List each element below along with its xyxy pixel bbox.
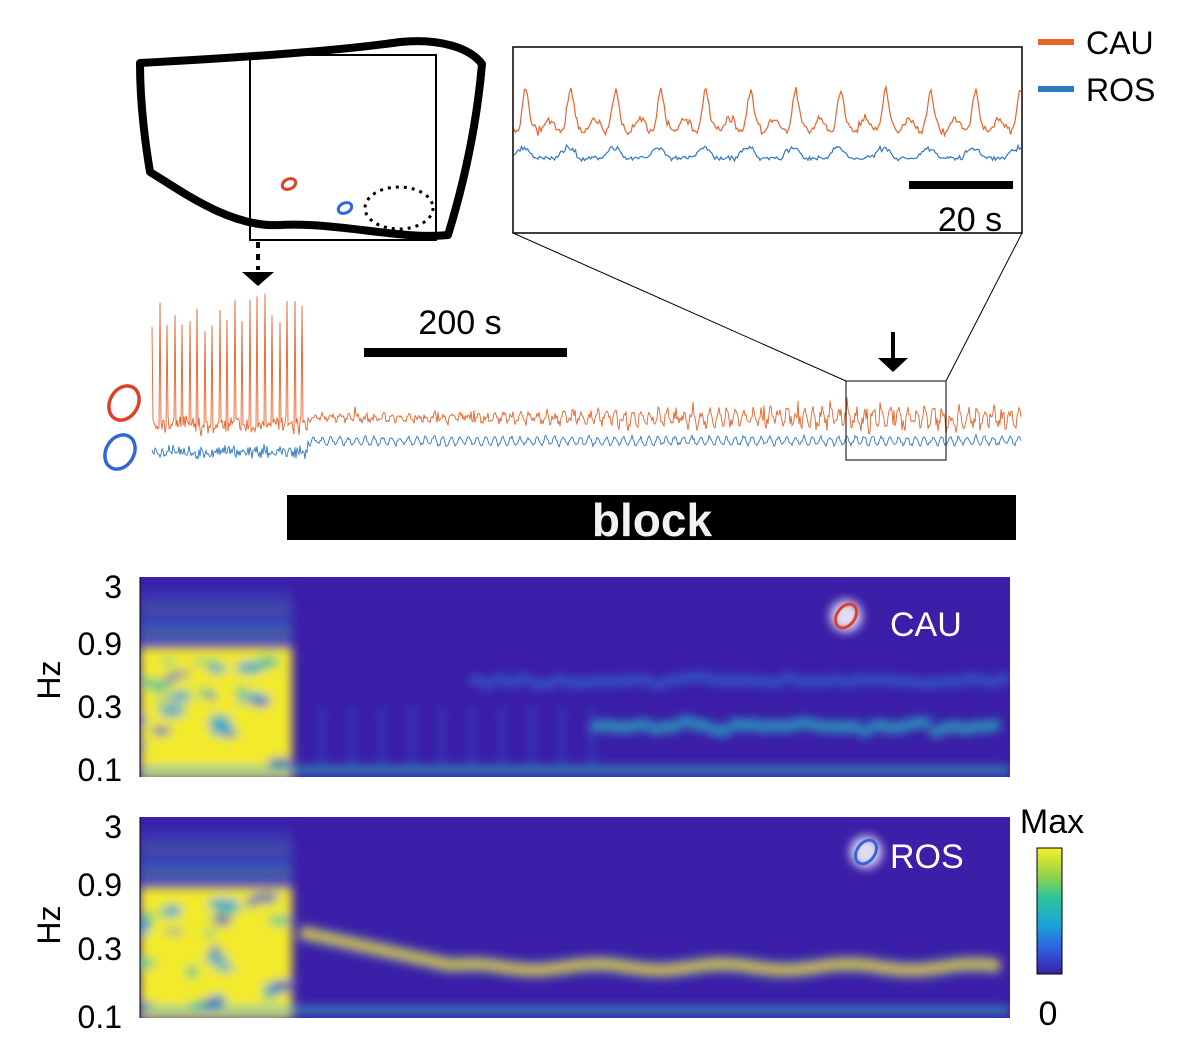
inset-cau-trace — [513, 84, 1022, 138]
zoom-connector-left — [512, 232, 847, 382]
colorbar: Max 0 — [1020, 803, 1084, 1033]
legend-cau-swatch — [1038, 39, 1074, 45]
legend-ros-swatch — [1038, 86, 1074, 92]
inset-scale-bar — [909, 181, 1013, 189]
spec-cau-ytick-0.3: 0.3 — [78, 689, 122, 725]
block-label: block — [592, 494, 713, 546]
legend-cau-label: CAU — [1086, 25, 1154, 61]
colorbar-gradient — [1036, 847, 1063, 975]
main-ros-trace — [151, 433, 1022, 460]
inset-ros-trace — [513, 143, 1022, 163]
main-scale-label: 200 s — [418, 304, 501, 342]
spec-cau-ytick-0.1: 0.1 — [78, 752, 122, 788]
inset-trace-panel: 20 s — [512, 46, 1023, 239]
dotted-region-ellipse — [363, 185, 435, 231]
spec-cau-ytick-0.9: 0.9 — [78, 626, 122, 662]
spec-cau-ytick-3: 3 — [104, 569, 122, 605]
spectrogram-cau: 3 0.9 0.3 0.1 Hz CAU — [31, 569, 1010, 788]
spec-ros-ylabel: Hz — [31, 905, 67, 944]
spec-ros-label: ROS — [890, 838, 964, 876]
spec-ros-ytick-0.9: 0.9 — [78, 867, 122, 903]
main-cau-trace — [151, 293, 1022, 437]
spec-ros-ytick-0.3: 0.3 — [78, 931, 122, 967]
colorbar-max-label: Max — [1020, 803, 1084, 841]
spec-cau-ylabel: Hz — [31, 660, 67, 699]
zoom-region-box — [845, 380, 947, 461]
inset-box — [512, 46, 1023, 234]
spec-cau-label: CAU — [890, 606, 962, 644]
spectrogram-ros: 3 0.9 0.3 0.1 Hz ROS — [31, 809, 1010, 1035]
main-trace-panel: 200 s — [103, 293, 1022, 471]
ros-trace-roi-icon — [103, 433, 137, 471]
spec-ros-ytick-0.1: 0.1 — [78, 999, 122, 1035]
legend: CAU ROS — [1038, 25, 1155, 108]
zoom-arrow-icon — [878, 358, 908, 372]
down-arrow-icon — [242, 272, 274, 286]
block-bar-rect — [287, 495, 1016, 540]
zoom-connector-right — [945, 232, 1023, 382]
spec-ros-roi-icon — [854, 838, 878, 866]
block-bar: block — [287, 494, 1016, 546]
colorbar-min-label: 0 — [1039, 995, 1058, 1033]
cau-roi-marker — [280, 177, 298, 191]
spec-cau-roi-icon — [834, 602, 858, 630]
brain-schematic — [136, 37, 486, 286]
cau-trace-roi-icon — [107, 384, 141, 422]
main-scale-bar — [364, 348, 567, 357]
inset-scale-label: 20 s — [938, 201, 1002, 239]
recording-region-box — [249, 54, 437, 241]
spec-ros-ytick-3: 3 — [104, 809, 122, 845]
brain-outline — [136, 37, 486, 240]
legend-ros-label: ROS — [1086, 72, 1155, 108]
ros-roi-marker — [336, 201, 354, 215]
